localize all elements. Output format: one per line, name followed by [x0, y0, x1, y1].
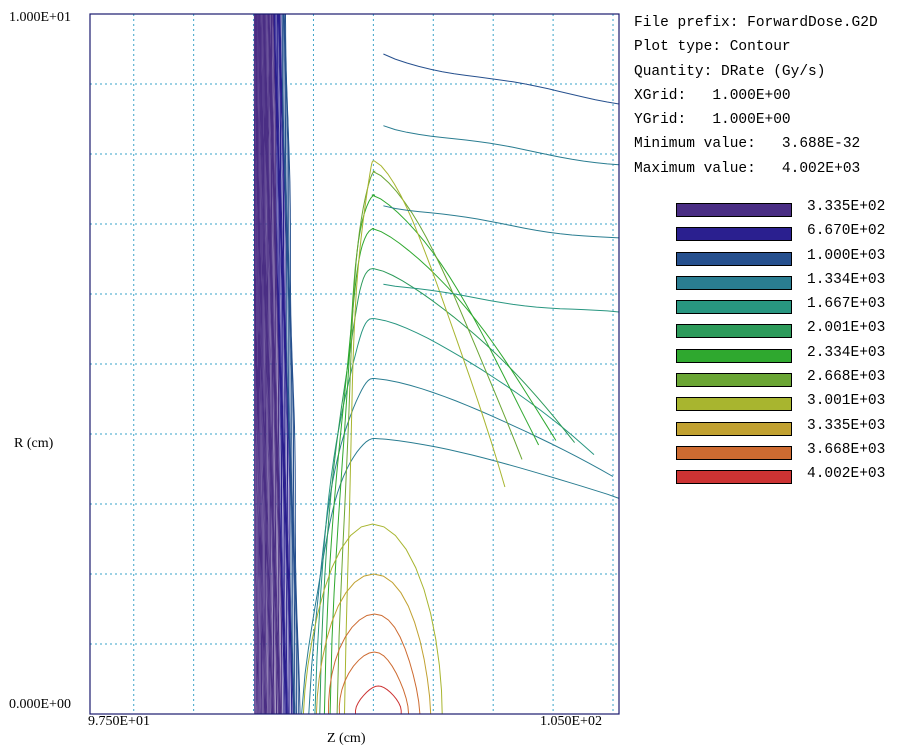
contour-line-upper — [383, 53, 620, 105]
contour-line-edge — [262, 13, 268, 715]
legend-swatch — [676, 275, 792, 290]
legend-label: 3.668E+03 — [807, 441, 886, 458]
legend-swatch — [676, 203, 792, 217]
legend-label: 1.334E+03 — [807, 271, 886, 288]
legend-label: 3.335E+03 — [807, 417, 886, 434]
y-tick-label-bottom: 0.000E+00 — [9, 697, 71, 712]
legend-label: 6.670E+02 — [807, 223, 886, 240]
contour-line-edge — [256, 14, 259, 714]
contour-line-dome — [313, 318, 595, 715]
contour-lines — [253, 13, 620, 715]
contour-line-edge — [257, 13, 261, 715]
legend-label: 1.667E+03 — [807, 296, 886, 313]
contour-line-edge — [266, 14, 273, 714]
contour-line-edge — [278, 13, 289, 715]
legend-label: 2.001E+03 — [807, 320, 886, 337]
contour-line-edge — [265, 14, 272, 715]
contour-line-peak — [302, 523, 443, 715]
contour-line-edge — [264, 13, 271, 714]
maximum-value-text: Maximum value: 4.002E+03 — [634, 160, 861, 177]
contour-line-edge — [261, 14, 266, 715]
contour-line-edge — [263, 13, 269, 714]
legend-swatch — [676, 227, 792, 242]
legend-swatch — [676, 373, 792, 388]
legend-swatch — [676, 324, 792, 339]
contour-line-edge — [271, 14, 280, 715]
grid-lines — [90, 14, 619, 714]
contour-line-edge — [257, 14, 260, 715]
contour-line-edge — [277, 14, 288, 715]
contour-line-edge — [254, 14, 257, 714]
contour-line-upper — [383, 283, 620, 313]
contour-line-edge — [268, 14, 277, 714]
contour-line-dome — [323, 228, 557, 715]
plot-frame — [89, 13, 620, 715]
xgrid-text: XGrid: 1.000E+00 — [634, 87, 791, 104]
x-tick-label-left: 9.750E+01 — [88, 714, 150, 729]
plot-info-panel: File prefix: ForwardDose.G2D Plot type: C… — [634, 11, 878, 181]
contour-line-peak — [338, 651, 410, 715]
contour-line-edge — [258, 13, 263, 714]
quantity-text: Quantity: DRate (Gy/s) — [634, 63, 826, 80]
contour-line-edge — [267, 13, 275, 715]
legend-label: 3.001E+03 — [807, 393, 886, 410]
contour-line-edge — [255, 14, 258, 714]
contour-line-edge — [281, 14, 295, 715]
contour-line-edge — [272, 14, 281, 715]
contour-line-dome — [301, 437, 620, 715]
legend-swatch — [676, 300, 792, 315]
legend-label: 2.668E+03 — [807, 369, 886, 386]
contour-line-edge — [282, 13, 295, 715]
legend-swatch — [676, 445, 792, 460]
contour-line-edge — [260, 14, 265, 714]
contour-line-edge — [267, 13, 274, 715]
legend-label: 3.335E+02 — [807, 199, 886, 215]
x-tick-label-right: 1.050E+02 — [540, 714, 602, 729]
contour-line-edge — [283, 13, 296, 715]
plot-type-text: Plot type: Contour — [634, 39, 791, 56]
contour-line-dome — [329, 194, 540, 715]
legend-swatch — [676, 348, 792, 363]
contour-line-upper — [383, 205, 620, 239]
contour-line-edge — [259, 14, 264, 714]
contour-line-peak — [315, 573, 432, 715]
x-axis-label: Z (cm) — [327, 731, 366, 746]
contour-line-peak — [328, 613, 421, 715]
contour-line-dome — [336, 170, 523, 715]
contour-line-edge — [278, 13, 291, 714]
legend-swatch — [676, 251, 792, 266]
contour-line-edge — [277, 13, 288, 715]
legend-label: 4.002E+03 — [807, 466, 886, 483]
legend-label: 1.000E+03 — [807, 247, 886, 264]
legend-swatch — [676, 397, 792, 412]
file-prefix-text: File prefix: ForwardDose.G2D — [634, 15, 878, 31]
contour-line-edge — [273, 13, 283, 715]
contour-line-peak — [355, 685, 402, 714]
contour-line-edge — [285, 14, 301, 715]
contour-line-dome — [343, 160, 506, 715]
y-tick-label-top: 1.000E+01 — [9, 10, 71, 25]
contour-line-edge — [268, 13, 276, 714]
ygrid-text: YGrid: 1.000E+00 — [634, 112, 791, 129]
minimum-value-text: Minimum value: 3.688E-32 — [634, 136, 861, 153]
legend-label: 2.334E+03 — [807, 344, 886, 361]
legend-swatch — [676, 470, 792, 485]
contour-line-edge — [272, 13, 282, 715]
contour-line-upper — [383, 125, 620, 166]
contour-line-edge — [262, 14, 267, 714]
legend-swatch — [676, 421, 792, 436]
contour-line-dome — [307, 378, 614, 715]
y-axis-label: R (cm) — [14, 436, 54, 451]
contour-line-dome — [319, 268, 575, 715]
